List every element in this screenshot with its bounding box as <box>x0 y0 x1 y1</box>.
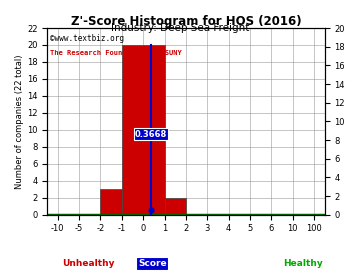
Text: ©www.textbiz.org: ©www.textbiz.org <box>50 33 124 43</box>
Text: The Research Foundation of SUNY: The Research Foundation of SUNY <box>50 50 182 56</box>
Title: Z'-Score Histogram for HOS (2016): Z'-Score Histogram for HOS (2016) <box>71 15 301 28</box>
Text: Unhealthy: Unhealthy <box>62 259 114 268</box>
Bar <box>122 45 165 215</box>
Bar <box>100 189 122 215</box>
Text: Score: Score <box>138 259 167 268</box>
Text: 0.3668: 0.3668 <box>135 130 167 139</box>
Text: Healthy: Healthy <box>283 259 323 268</box>
Bar <box>165 198 186 215</box>
Text: Industry: Deep Sea Freight: Industry: Deep Sea Freight <box>111 23 249 33</box>
Y-axis label: Number of companies (22 total): Number of companies (22 total) <box>15 54 24 188</box>
